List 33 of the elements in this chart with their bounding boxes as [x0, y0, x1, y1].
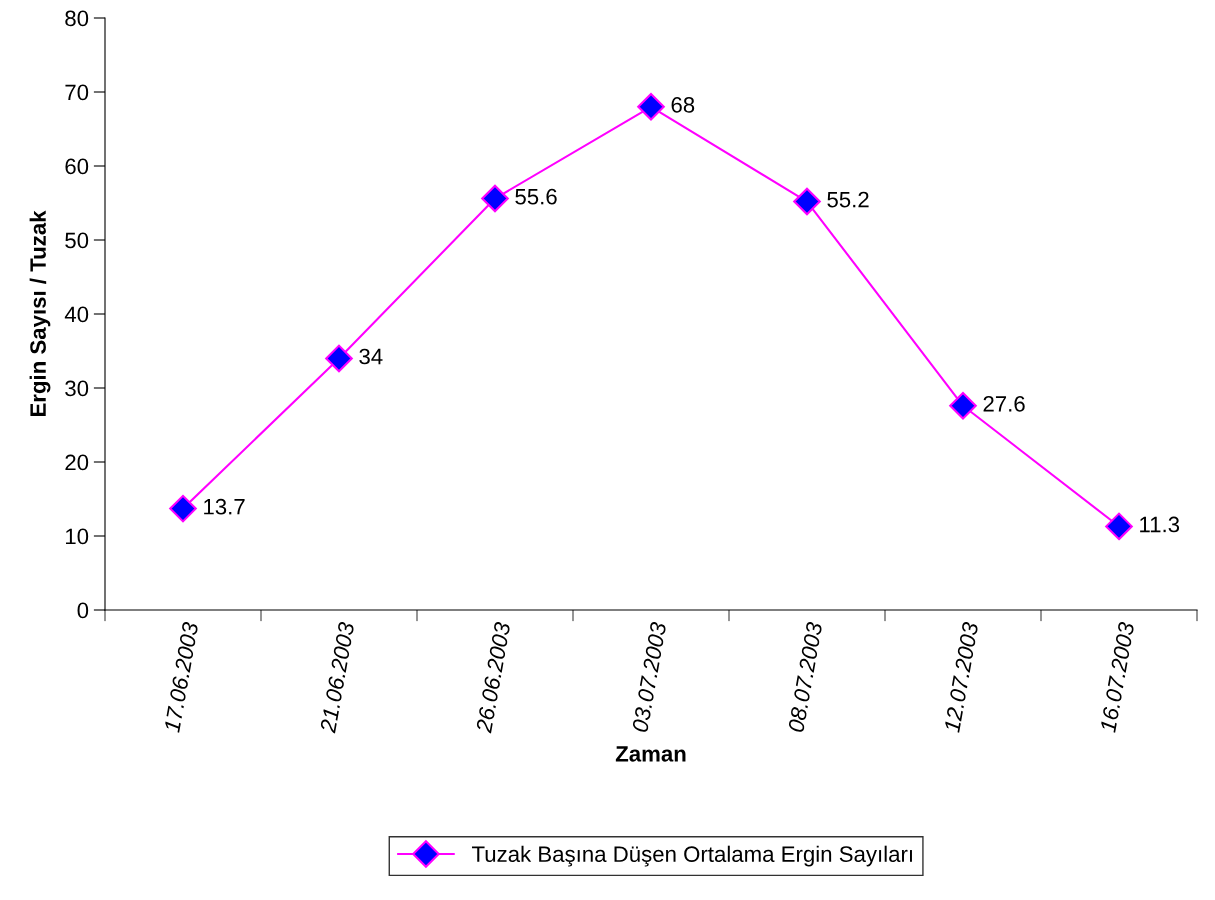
data-label: 27.6 [983, 395, 1025, 412]
y-tick-label: 50 [65, 232, 89, 249]
y-axis-title: Ergin Sayısı / Tuzak [29, 210, 51, 417]
point [949, 391, 977, 420]
point [637, 92, 665, 121]
y-tick-label: 40 [64, 306, 89, 323]
y-tick-label: 10 [66, 528, 89, 545]
y-tick-label: 80 [65, 10, 89, 27]
point [325, 344, 353, 373]
point [481, 184, 509, 213]
x-tick-label: 03.07.2003 [631, 621, 667, 733]
y-tick-label: 20 [65, 454, 89, 471]
x-tick-label: 08.07.2003 [787, 621, 823, 733]
data-label: 55.6 [515, 188, 557, 205]
point [793, 187, 821, 216]
x-tick-label: 21.06.2003 [319, 621, 355, 734]
point [1105, 512, 1133, 541]
y-tick-label: 30 [65, 380, 89, 397]
x-tick-label: 17.06.2003 [163, 621, 199, 733]
x-tick-label: 26.06.2003 [475, 621, 511, 734]
data-label: 11.3 [1140, 516, 1180, 533]
x-axis-title: Zaman [615, 746, 686, 762]
data-label: 34 [359, 348, 383, 365]
data-label: 55.2 [827, 191, 869, 208]
y-tick-label: 70 [65, 84, 89, 101]
legend-label: Tuzak Başına Düşen Ortalama Ergin Sayıları [471, 845, 912, 867]
y-tick-label: 0 [77, 602, 89, 619]
point [169, 494, 197, 523]
x-tick-label: 12.07.2003 [943, 621, 979, 733]
x-tick-label: 16.07.2003 [1099, 621, 1135, 733]
data-label: 13.7 [204, 498, 245, 515]
data-label: 68 [671, 97, 695, 113]
y-tick-label: 60 [65, 158, 89, 175]
